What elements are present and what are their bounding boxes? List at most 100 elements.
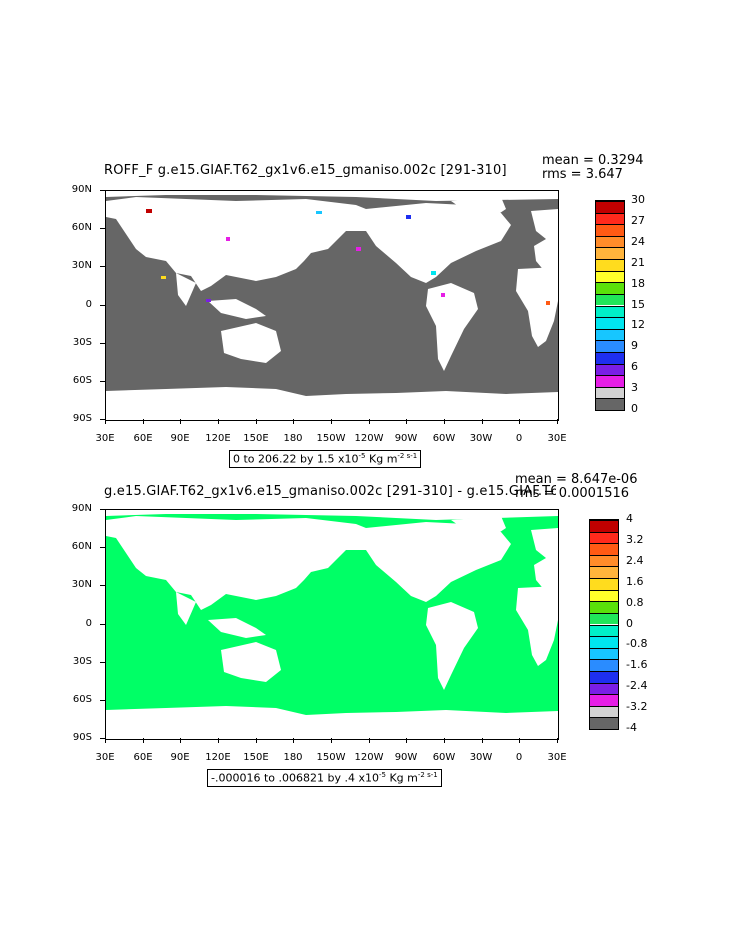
lat-label: 30N <box>71 579 92 590</box>
lon-label: 150W <box>316 433 346 444</box>
contour-info-units: Kg m <box>365 452 398 466</box>
contour-info-text: -.000016 to .006821 by .4 x10 <box>211 771 379 785</box>
rms-label: rms = 3.647 <box>542 167 623 182</box>
land-india <box>176 273 196 306</box>
lat-label: 60N <box>71 541 92 552</box>
lat-label: 30S <box>72 337 92 348</box>
map-plot <box>105 190 559 421</box>
lon-label: 0 <box>515 752 523 763</box>
contour-info-exp: -5 <box>378 771 386 779</box>
lon-tick <box>519 738 521 743</box>
lat-label: 0 <box>85 618 92 629</box>
colorbar-swatch <box>596 340 624 352</box>
lat-tick <box>100 699 105 701</box>
lon-label: 60W <box>432 433 456 444</box>
lon-label: 0 <box>515 433 523 444</box>
contour-info: 0 to 206.22 by 1.5 x10-5 Kg m-2 s-1 <box>229 450 422 468</box>
colorbar-label: -1.6 <box>626 658 648 672</box>
lat-label: 60N <box>71 222 92 233</box>
colorbar-swatch <box>590 670 618 683</box>
land-south-america <box>426 602 478 690</box>
colorbar-swatch <box>590 601 618 613</box>
land-antarctica <box>106 387 558 420</box>
continents <box>106 191 558 420</box>
colorbar-swatch <box>596 201 624 213</box>
lon-tick <box>331 738 332 743</box>
lon-tick <box>331 419 332 424</box>
colorbar-swatch <box>596 259 624 271</box>
lon-tick <box>105 738 106 743</box>
lon-label: 30W <box>469 433 493 444</box>
map-plot <box>105 509 559 740</box>
colorbar-label: 0.8 <box>626 595 644 609</box>
lat-tick <box>100 190 105 191</box>
colorbar-label: 12 <box>631 318 645 332</box>
lon-tick <box>142 738 144 743</box>
lon-label: 90W <box>394 752 418 763</box>
lon-label: 90W <box>394 433 418 444</box>
contour-info-units-exp: -2 s-1 <box>397 452 418 460</box>
colorbar-swatch <box>590 624 618 637</box>
lon-tick <box>255 738 257 743</box>
colorbar <box>589 519 619 730</box>
lon-tick <box>519 419 521 424</box>
lat-tick <box>100 623 105 625</box>
lon-label: 60E <box>133 433 153 444</box>
mean-label: mean = 0.3294 <box>542 153 644 168</box>
lon-label: 30E <box>547 433 567 444</box>
colorbar-label: -0.8 <box>626 637 648 651</box>
colorbar-swatch <box>590 659 618 671</box>
lon-label: 150E <box>243 752 269 763</box>
lat-label: 90S <box>72 413 92 424</box>
lon-label: 90E <box>170 752 190 763</box>
lat-label: 90N <box>71 184 92 195</box>
lat-tick <box>100 509 105 510</box>
lon-tick <box>557 738 558 743</box>
colorbar-swatch <box>596 363 624 376</box>
contour-info-units-exp: -2 s-1 <box>417 771 438 779</box>
lat-tick <box>100 342 105 344</box>
colorbar-label: 1.6 <box>626 574 644 588</box>
lat-tick <box>100 228 105 230</box>
lon-tick <box>444 419 445 424</box>
lon-tick <box>142 419 144 424</box>
colorbar-label: 24 <box>631 234 645 248</box>
land-north-america <box>311 203 511 283</box>
lon-label: 120E <box>205 752 231 763</box>
land-africa <box>516 586 558 666</box>
lat-tick <box>100 585 105 587</box>
lon-tick <box>368 738 370 743</box>
lat-tick <box>100 304 105 306</box>
land-africa <box>516 267 558 347</box>
lon-label: 120E <box>205 433 231 444</box>
colorbar-label: 2.4 <box>626 553 644 567</box>
contour-info: -.000016 to .006821 by .4 x10-5 Kg m-2 s… <box>207 769 442 787</box>
colorbar-swatch <box>596 398 624 410</box>
lon-tick <box>218 738 219 743</box>
lon-label: 180 <box>283 752 303 763</box>
lon-label: 30E <box>547 752 567 763</box>
lon-label: 150W <box>316 752 346 763</box>
lon-tick <box>406 738 408 743</box>
colorbar-label: 3.2 <box>626 532 644 546</box>
colorbar-swatch <box>596 351 624 364</box>
lon-tick <box>368 419 370 424</box>
lon-tick <box>406 419 408 424</box>
lon-tick <box>557 419 558 424</box>
lon-label: 60E <box>133 752 153 763</box>
land-arctic <box>106 191 558 201</box>
lon-tick <box>218 419 219 424</box>
lat-tick <box>100 266 105 268</box>
land-se-asia-islands <box>208 299 266 319</box>
colorbar-swatch <box>596 375 624 387</box>
colorbar-label: 0 <box>631 402 638 415</box>
colorbar-label: 9 <box>631 339 638 353</box>
panel-title: ROFF_F g.e15.GIAF.T62_gx1v6.e15_gmaniso.… <box>104 163 507 178</box>
contour-info-text: 0 to 206.22 by 1.5 x10 <box>233 452 359 466</box>
colorbar-swatch <box>596 305 624 318</box>
colorbar-swatch <box>590 578 618 590</box>
lat-label: 30S <box>72 656 92 667</box>
lon-label: 30E <box>95 433 115 444</box>
lat-label: 60S <box>72 694 92 705</box>
